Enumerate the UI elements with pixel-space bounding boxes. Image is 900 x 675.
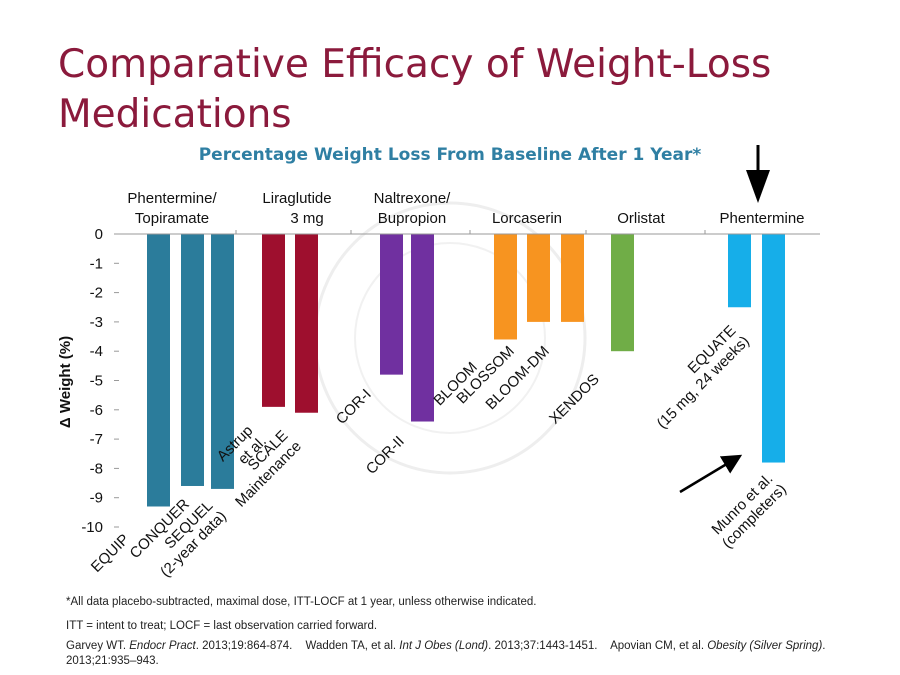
reference-item: Wadden TA, et al. Int J Obes (Lond). 201… — [306, 640, 598, 652]
slide-title: Comparative Efficacy of Weight-Loss Medi… — [58, 42, 772, 137]
weight-loss-bar-chart: 0 -1 -2 -3 -4 -5 -6 -7 -8 -9 -10 Δ Weight (%) Phente… — [57, 145, 820, 581]
bar-label: Munro et al.(completers) — [707, 469, 790, 552]
reference-authors: Garvey WT. — [66, 640, 127, 652]
group-label: Orlistat — [617, 210, 665, 227]
bar — [527, 234, 550, 322]
reference-journal: Int J Obes (Lond) — [399, 640, 489, 652]
bar-label: XENDOS — [546, 371, 603, 428]
bar — [262, 234, 285, 407]
reference-item: Apovian CM, et al. Obesity (Silver Sprin… — [66, 640, 825, 667]
reference-details: . 2013;19:864-874. — [195, 640, 293, 652]
bar — [728, 234, 751, 308]
y-tick-label: -5 — [90, 373, 103, 390]
bar — [561, 234, 584, 322]
group-label: Phentermine/ — [127, 190, 217, 207]
group-label: Bupropion — [378, 210, 446, 227]
bar-label: COR-I — [333, 386, 375, 428]
bar — [295, 234, 318, 413]
footnote-abbreviations: ITT = intent to treat; LOCF = last obser… — [66, 620, 378, 632]
bar — [611, 234, 634, 352]
bar — [762, 234, 785, 463]
y-tick-label: -10 — [81, 519, 103, 536]
y-tick-label: -6 — [90, 402, 103, 419]
group-label: Liraglutide — [262, 190, 331, 207]
bar — [411, 234, 434, 422]
chart-title: Percentage Weight Loss From Baseline Aft… — [198, 145, 702, 165]
arrow-to-munro-bar — [679, 454, 743, 494]
y-tick-label: 0 — [95, 226, 103, 243]
bar — [494, 234, 517, 340]
bar-label: EQUIP — [88, 531, 133, 576]
bar-label: EQUATE(15 mg, 24 weeks) — [642, 321, 753, 432]
reference-authors: Wadden TA, et al. — [305, 640, 397, 652]
y-axis-label: Δ Weight (%) — [57, 336, 74, 428]
group-label: Lorcaserin — [492, 210, 562, 227]
bar-label: COR-II — [363, 433, 408, 478]
y-tick-label: -9 — [90, 490, 103, 507]
y-tick-label: -8 — [90, 460, 103, 477]
y-tick-label: -7 — [90, 431, 103, 448]
group-label: Topiramate — [135, 210, 209, 227]
y-tick-label: -3 — [90, 314, 103, 331]
footnote-data-note: *All data placebo-subtracted, maximal do… — [66, 596, 537, 608]
bar — [147, 234, 170, 507]
reference-details: . 2013;37:1443-1451. — [488, 640, 598, 652]
reference-journal: Obesity (Silver Spring) — [707, 640, 823, 652]
bar — [211, 234, 234, 489]
y-tick-label: -1 — [90, 255, 103, 272]
reference-item: Garvey WT. Endocr Pract. 2013;19:864-874… — [66, 640, 292, 652]
y-tick-label: -4 — [90, 343, 103, 360]
down-arrow-head — [746, 170, 770, 203]
reference-authors: Apovian CM, et al. — [610, 640, 705, 652]
group-label: 3 mg — [290, 210, 323, 227]
bar — [181, 234, 204, 486]
watermark-seal-inner — [354, 242, 546, 434]
reference-journal: Endocr Pract — [129, 640, 196, 652]
y-tick-label: -2 — [90, 285, 103, 302]
reference-details: . 2013;21:935–943. — [66, 640, 826, 667]
group-label: Naltrexone/ — [374, 190, 452, 207]
bar — [380, 234, 403, 375]
footnote-references: Garvey WT. Endocr Pract. 2013;19:864-874… — [66, 639, 896, 669]
group-label: Phentermine — [719, 210, 804, 227]
